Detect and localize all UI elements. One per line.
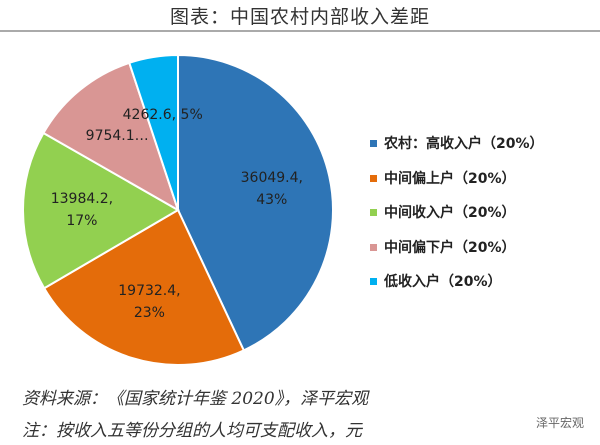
legend-label: 低收入户（20%） [384,274,502,290]
data-label: 9754.1… [85,127,149,144]
legend-label: 中间偏下户（20%） [384,239,516,256]
legend-label: 中间偏上户（20%） [384,170,516,187]
legend-swatch [370,278,377,285]
legend-label: 中间收入户（20%） [384,205,516,221]
legend-label: 农村：高收入户（20%） [384,136,544,152]
pie-slice [128,53,179,211]
data-label: 13984.2, 17% [50,191,114,230]
legend-swatch [370,243,377,251]
watermark: 泽平宏观 [535,416,584,430]
pie-slice [42,208,246,366]
data-label: 19732.4, 23% [118,282,181,321]
data-label: 4262.6, 5% [122,107,203,124]
note: 注：按收入五等份分组的人均可支配收入，元 [22,421,362,441]
legend-swatch [370,140,377,147]
source: 资料来源：《国家统计年鉴 2020》，泽平宏观 [22,389,369,409]
pie-slice [177,53,334,352]
pie-slice [22,131,180,290]
legend-swatch [370,174,377,182]
legend-swatch [370,209,377,216]
data-label: 36049.4, 43% [240,170,303,209]
pie-slice [42,61,180,213]
chart-title: 图表：中国农村内部收入差距 [169,6,430,28]
